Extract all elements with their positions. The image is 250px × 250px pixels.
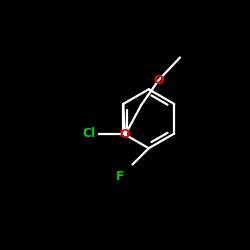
Text: O: O <box>154 74 164 86</box>
Text: Cl: Cl <box>83 127 96 140</box>
Text: O: O <box>120 128 130 141</box>
Text: F: F <box>116 170 124 183</box>
